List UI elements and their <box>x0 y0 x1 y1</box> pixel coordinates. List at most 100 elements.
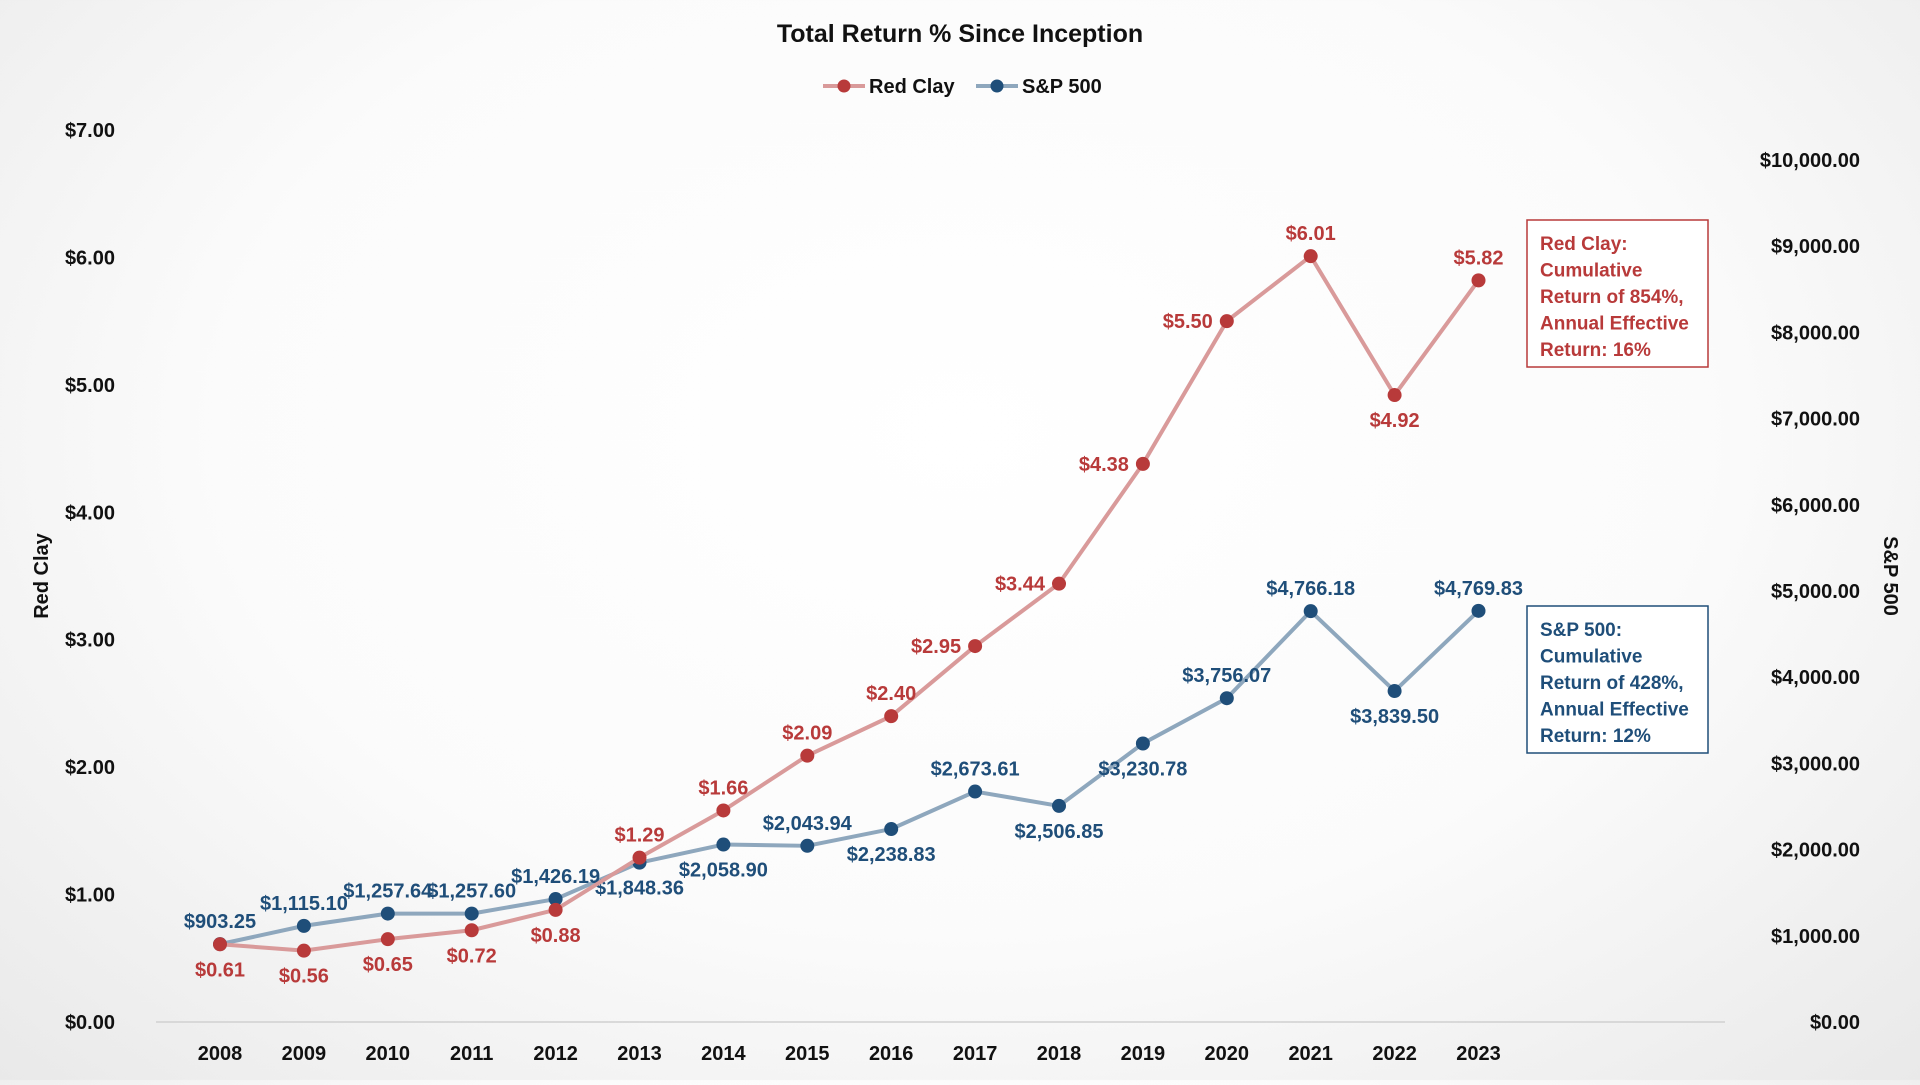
right-axis-title: S&P 500 <box>1879 536 1901 616</box>
series-line-red-clay <box>219 254 1481 953</box>
data-point-sp500 <box>1471 603 1486 618</box>
data-point-sp500 <box>716 837 731 852</box>
x-axis-tick-label: 2014 <box>701 1043 746 1065</box>
annotation-text-line: Return: 12% <box>1540 726 1651 747</box>
x-axis-tick-label: 2011 <box>450 1043 493 1065</box>
annotation-text-line: Cumulative <box>1540 647 1642 668</box>
data-label-red-clay: $0.61 <box>195 959 245 981</box>
annotation-text-line: Cumulative <box>1540 261 1642 282</box>
data-point-red-clay <box>1052 576 1066 591</box>
data-point-sp500 <box>548 892 563 907</box>
left-axis-tick-label: $4.00 <box>65 502 115 524</box>
annotation-text-line: Return: 16% <box>1540 340 1651 361</box>
data-label-red-clay: $4.38 <box>1079 454 1129 476</box>
data-label-sp500: $3,230.78 <box>1098 759 1187 781</box>
data-label-sp500: $1,257.64 <box>343 881 433 903</box>
annotation-text-line: Red Clay: <box>1540 234 1628 255</box>
x-axis-tick-label: 2019 <box>1121 1043 1166 1065</box>
annotation-border <box>1526 605 1709 754</box>
data-point-sp500 <box>884 822 899 837</box>
left-axis-tick-label: $1.00 <box>65 885 115 907</box>
legend-item-red-clay: Red Clay <box>823 76 955 98</box>
x-axis-tick-label: 2012 <box>533 1043 578 1065</box>
data-label-red-clay: $2.09 <box>782 723 832 745</box>
data-label-red-clay: $0.88 <box>531 925 581 947</box>
x-axis-tick-label: 2017 <box>953 1043 998 1065</box>
series-sp500: $903.25$1,115.10$1,257.64$1,257.60$1,426… <box>184 578 1523 952</box>
x-axis-tick-label: 2010 <box>366 1043 411 1065</box>
data-point-red-clay <box>1303 249 1318 264</box>
data-point-red-clay <box>1135 456 1150 471</box>
data-label-sp500: $1,848.36 <box>595 878 684 900</box>
data-point-red-clay <box>1471 273 1486 288</box>
data-point-red-clay <box>380 932 395 947</box>
left-axis-tick-label: $3.00 <box>65 630 115 652</box>
annotation-border <box>1526 219 1709 368</box>
left-axis-title: Red Clay <box>31 532 53 618</box>
data-label-red-clay: $0.72 <box>447 945 497 967</box>
annotation-box-red-clay: Red Clay: Cumulative Return of 854%, Annual… <box>1526 219 1709 368</box>
data-point-sp500 <box>1135 736 1150 751</box>
x-axis-tick-label: 2020 <box>1205 1043 1250 1065</box>
legend-marker-swatch <box>990 79 1004 93</box>
data-point-sp500 <box>296 918 311 933</box>
left-axis-tick-label: $2.00 <box>65 757 115 779</box>
data-label-sp500: $4,769.83 <box>1434 578 1523 600</box>
x-axis-tick-label: 2022 <box>1372 1043 1417 1065</box>
x-axis-tick-label: 2013 <box>617 1043 662 1065</box>
data-point-sp500 <box>1303 604 1318 619</box>
data-point-red-clay <box>296 943 311 958</box>
data-label-red-clay: $5.50 <box>1163 311 1213 333</box>
legend-marker-swatch <box>837 79 851 93</box>
right-axis-tick-label: $1,000.00 <box>1771 926 1860 948</box>
right-axis-tick-label: $7,000.00 <box>1771 409 1860 431</box>
x-axis-tick-label: 2018 <box>1037 1043 1082 1065</box>
legend-item-sp500: S&P 500 <box>976 76 1102 98</box>
data-point-sp500 <box>380 906 395 921</box>
data-point-sp500 <box>1387 684 1402 699</box>
axes: $0.00 $1.00 $2.00 $3.00 $4.00 $5.00 $6.00 $7.00… <box>31 120 1901 1065</box>
data-label-red-clay: $5.82 <box>1453 247 1503 269</box>
data-label-sp500: $2,058.90 <box>679 860 768 882</box>
right-axis-tick-label: $9,000.00 <box>1771 236 1860 258</box>
data-point-sp500 <box>800 838 815 853</box>
right-axis-tick-label: $10,000.00 <box>1760 150 1860 172</box>
data-point-red-clay <box>464 923 479 938</box>
legend-label: S&P 500 <box>1022 76 1102 98</box>
x-axis-tick-label: 2016 <box>869 1043 914 1065</box>
data-point-sp500 <box>1219 691 1234 706</box>
data-label-sp500: $1,426.19 <box>511 866 600 888</box>
annotation-text-line: Return of 854%, <box>1540 287 1684 308</box>
data-point-red-clay <box>884 709 899 724</box>
annotation-text-line: Annual Effective <box>1540 314 1689 335</box>
data-point-sp500 <box>1052 798 1066 813</box>
right-axis-tick-label: $2,000.00 <box>1771 840 1860 862</box>
left-axis-tick-label: $6.00 <box>65 247 115 269</box>
legend: Red Clay S&P 500 <box>823 76 1102 98</box>
data-point-red-clay <box>1219 314 1234 329</box>
data-point-red-clay <box>632 850 647 865</box>
data-point-red-clay <box>1387 388 1402 403</box>
data-point-sp500 <box>968 784 983 799</box>
series-layer: $903.25$1,115.10$1,257.64$1,257.60$1,426… <box>184 223 1523 987</box>
data-label-sp500: $2,043.94 <box>763 813 853 835</box>
data-label-sp500: $903.25 <box>184 911 256 933</box>
annotation-box-sp500: S&P 500: Cumulative Return of 428%, Annual … <box>1526 605 1709 754</box>
left-axis-tick-label: $5.00 <box>65 375 115 397</box>
x-axis-tick-label: 2023 <box>1456 1043 1501 1065</box>
data-label-red-clay: $4.92 <box>1370 410 1420 432</box>
series-line-sp500 <box>219 609 1480 947</box>
annotation-layer: Red Clay: Cumulative Return of 854%, Annual… <box>1526 219 1709 754</box>
x-axis-tick-label: 2021 <box>1288 1043 1333 1065</box>
data-label-sp500: $3,839.50 <box>1350 706 1439 728</box>
data-point-red-clay <box>548 902 563 917</box>
data-point-red-clay <box>213 937 227 952</box>
x-axis-tick-label: 2008 <box>198 1043 243 1065</box>
data-label-sp500: $2,673.61 <box>931 759 1020 781</box>
data-label-red-clay: $1.66 <box>698 777 748 799</box>
legend-label: Red Clay <box>869 76 955 98</box>
data-label-sp500: $3,756.07 <box>1182 665 1271 687</box>
left-axis-tick-label: $0.00 <box>65 1012 115 1034</box>
